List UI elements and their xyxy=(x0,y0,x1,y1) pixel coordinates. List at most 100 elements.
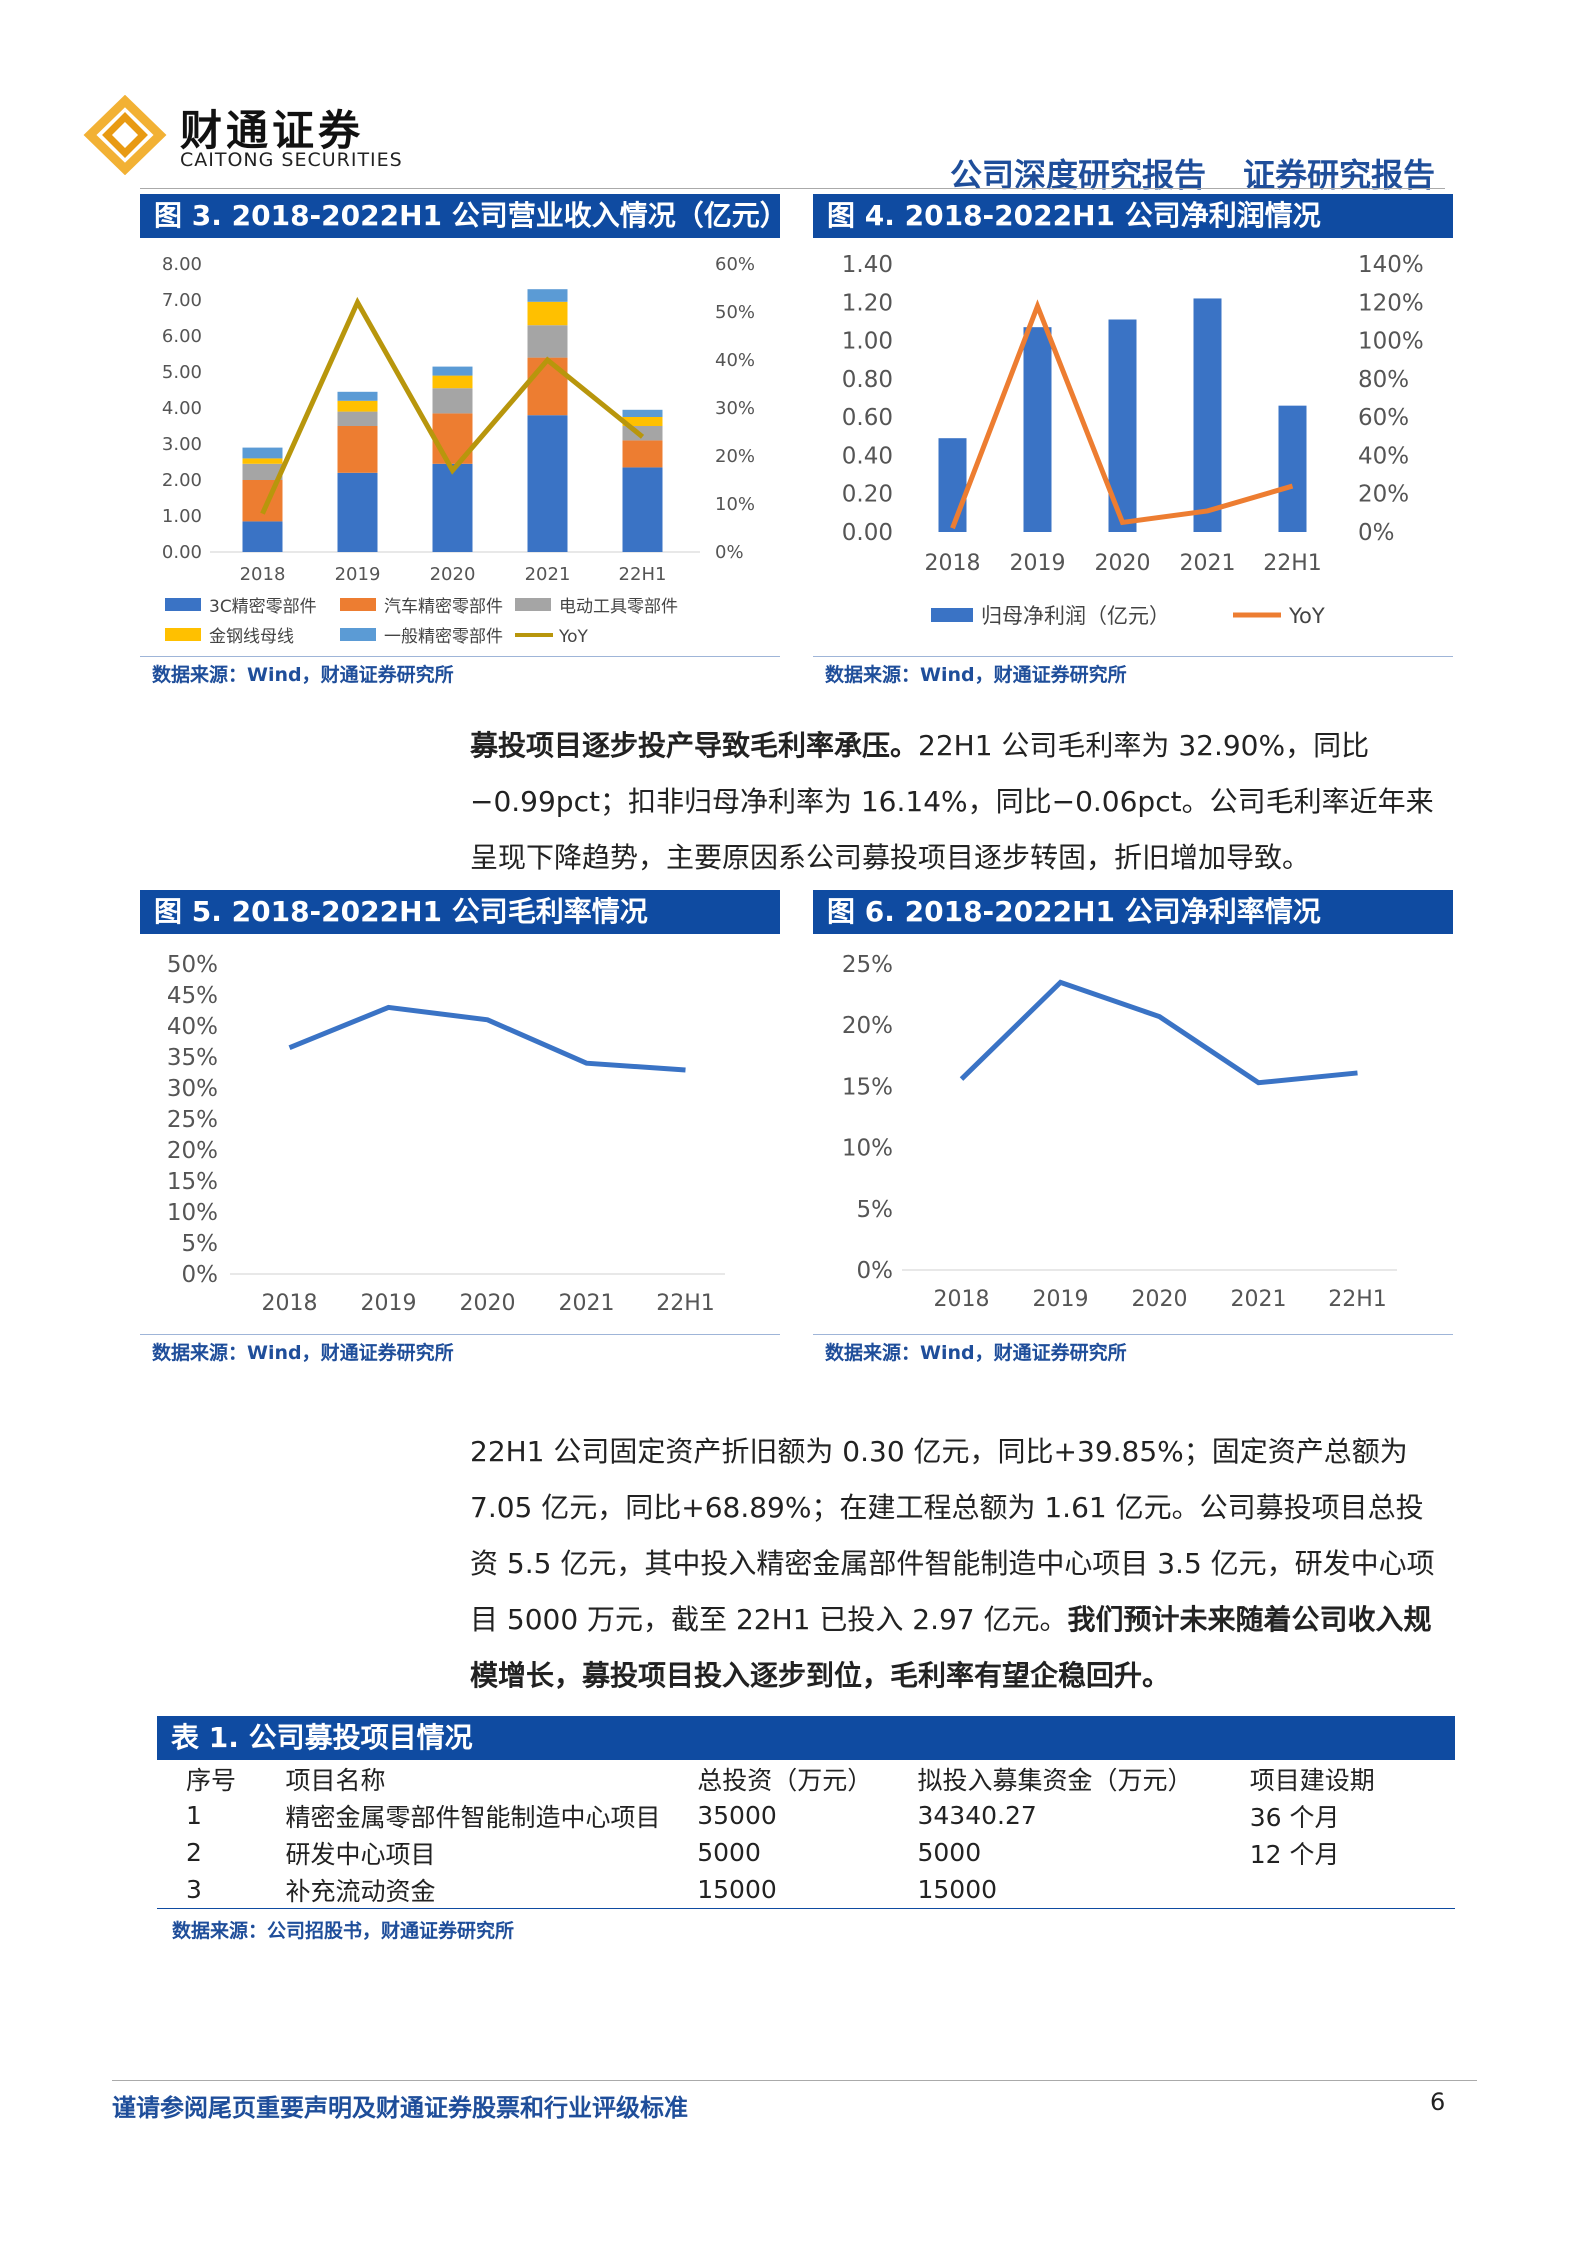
fig3-legend-label: 金钢线母线 xyxy=(209,627,294,647)
fig6-y-tick: 0% xyxy=(857,1258,894,1284)
fig6-x-tick: 2019 xyxy=(1033,1287,1089,1312)
fig5-source-rule xyxy=(140,1334,780,1335)
fig4-y-tick: 1.20 xyxy=(842,290,893,316)
fig5-y-tick: 10% xyxy=(167,1200,218,1226)
fig4-categories: 2018 2019 2020 2021 22H1 xyxy=(925,551,1322,576)
fig4-y2-tick: 80% xyxy=(1358,367,1409,393)
table1-row-cell: 1 xyxy=(186,1801,202,1830)
table1-row-cell: 研发中心项目 xyxy=(285,1839,436,1869)
fig5-x-tick: 2018 xyxy=(262,1291,318,1316)
fig6-y-axis: 25% 20% 15% 10% 5% 0% xyxy=(842,952,1397,1284)
fig5-y-tick: 30% xyxy=(167,1076,218,1102)
logo-icon xyxy=(83,95,167,175)
table1-header-row-cell: 项目名称 xyxy=(285,1765,386,1795)
fig4-y-tick: 1.40 xyxy=(842,252,893,278)
fig3-y-tick: 2.00 xyxy=(162,470,202,491)
fig4-y-tick: 1.00 xyxy=(842,329,893,355)
fig4-y-tick: 0.40 xyxy=(842,443,893,469)
fig5-y-tick: 15% xyxy=(167,1169,218,1195)
fig3-left-axis: 8.00 7.00 6.00 5.00 4.00 3.00 2.00 1.00 0.00 xyxy=(162,254,202,563)
fig3-x-tick: 22H1 xyxy=(619,564,667,585)
fig6-source-rule xyxy=(813,1334,1453,1335)
fig5-y-tick: 25% xyxy=(167,1107,218,1133)
fig3-y-tick: 3.00 xyxy=(162,434,202,455)
fig3-bar-segment xyxy=(337,411,378,426)
fig4-y-tick: 0.60 xyxy=(842,405,893,431)
fig4-yoy-line xyxy=(950,299,1294,530)
fig6-source: 数据来源：Wind，财通证券研究所 xyxy=(825,1342,1127,1364)
fig3-legend-label: 电动工具零部件 xyxy=(559,597,678,617)
table1-row-cell: 补充流动资金 xyxy=(285,1876,436,1906)
fig3-bar-segment xyxy=(242,447,283,459)
fig4-right-axis: 140% 120% 100% 80% 60% 40% 20% 0% xyxy=(1358,252,1424,546)
fig5-y-tick: 35% xyxy=(167,1045,218,1071)
report-category: 证券研究报告 xyxy=(1243,156,1436,194)
fig5-y-tick: 20% xyxy=(167,1138,218,1164)
footer-disclaimer: 谨请参阅尾页重要声明及财通证券股票和行业评级标准 xyxy=(112,2094,688,2122)
fig5-y-tick: 5% xyxy=(182,1231,219,1257)
fig3-x-tick: 2019 xyxy=(335,564,381,585)
fig6-y-tick: 25% xyxy=(842,952,893,978)
fig3-bar-segment xyxy=(432,388,473,414)
fig3-y2-tick: 50% xyxy=(715,302,755,323)
fig4-legend-label: 归母净利润（亿元） xyxy=(981,604,1170,628)
fig6-y-tick: 15% xyxy=(842,1074,893,1100)
fig6-x-tick: 2018 xyxy=(934,1287,990,1312)
fig3-source-rule xyxy=(140,656,780,657)
fig3-bar-segment xyxy=(432,375,473,389)
fig3-y-tick: 0.00 xyxy=(162,542,202,563)
fig3-bar-segment xyxy=(337,391,378,401)
page-number: 6 xyxy=(1430,2088,1446,2116)
fig3-bar-segment xyxy=(337,400,378,412)
fig5-y-tick: 0% xyxy=(182,1262,219,1288)
fig5-title: 图 5. 2018-2022H1 公司毛利率情况 xyxy=(140,890,780,934)
logo-name-cn: 财通证券 xyxy=(180,106,365,155)
table1-header-row: 序号 项目名称 总投资（万元） 拟投入募集资金（万元） 项目建设期 xyxy=(140,1760,1455,1797)
fig3-bar-segment xyxy=(337,472,378,552)
fig6-margin-line xyxy=(959,979,1358,1086)
fig5-y-axis: 50% 45% 40% 35% 30% 25% 20% 15% 10% 5% 0% xyxy=(167,952,725,1288)
fig3-x-tick: 2021 xyxy=(525,564,571,585)
fig4-x-tick: 2018 xyxy=(925,551,981,576)
header-rule xyxy=(140,188,1445,189)
fig4-x-tick: 2020 xyxy=(1095,551,1151,576)
fig3-bar-segment xyxy=(527,289,568,302)
fig3-legend-swatch xyxy=(340,598,376,611)
fig4-y2-tick: 0% xyxy=(1358,520,1395,546)
fig3-yoy-line xyxy=(260,296,645,515)
fig3-legend-label: 3C精密零部件 xyxy=(209,597,317,617)
fig6-title: 图 6. 2018-2022H1 公司净利率情况 xyxy=(813,890,1453,934)
fig4-bar xyxy=(938,438,967,532)
fig3-y-tick: 4.00 xyxy=(162,398,202,419)
fig3-bar-segment xyxy=(242,458,283,464)
fig3-bar-segment xyxy=(432,366,473,376)
fig3-y2-tick: 40% xyxy=(715,350,755,371)
fig4-y2-tick: 20% xyxy=(1358,482,1409,508)
table1-bottom-rule xyxy=(157,1908,1455,1909)
fig6-x-tick: 2021 xyxy=(1231,1287,1287,1312)
fig4-y2-tick: 100% xyxy=(1358,329,1424,355)
fig3-y-tick: 7.00 xyxy=(162,290,202,311)
fig4-legend: 归母净利润（亿元） YoY xyxy=(931,604,1325,628)
fig4-legend-swatch xyxy=(931,608,973,622)
footer-rule xyxy=(112,2080,1477,2081)
paragraph-gross-margin: 募投项目逐步投产导致毛利率承压。22H1 公司毛利率为 32.90%，同比−0.… xyxy=(470,718,1445,886)
fig6-x-tick: 22H1 xyxy=(1328,1287,1387,1312)
fig5-x-tick: 2021 xyxy=(559,1291,615,1316)
table1-row-cell: 34340.27 xyxy=(917,1801,1037,1830)
table1-row-cell: 15000 xyxy=(697,1875,777,1904)
fig4-y2-tick: 40% xyxy=(1358,443,1409,469)
fig3-legend-swatch xyxy=(165,628,201,641)
fig5-source: 数据来源：Wind，财通证券研究所 xyxy=(152,1342,454,1364)
fig3-legend-swatch xyxy=(165,598,201,611)
logo: 财通证券 CAITONG SECURITIES xyxy=(80,95,500,175)
logo-name-en: CAITONG SECURITIES xyxy=(180,149,403,171)
fig3-bar-segment xyxy=(527,415,568,552)
fig4-bar xyxy=(1278,405,1307,532)
report-type: 公司深度研究报告 xyxy=(950,156,1207,194)
fig4-x-tick: 2021 xyxy=(1180,551,1236,576)
table1-row: 1 精密金属零部件智能制造中心项目 35000 34340.27 36 个月 xyxy=(140,1797,1455,1834)
fig5-x-tick: 2019 xyxy=(361,1291,417,1316)
fig4-y2-tick: 140% xyxy=(1358,252,1424,278)
